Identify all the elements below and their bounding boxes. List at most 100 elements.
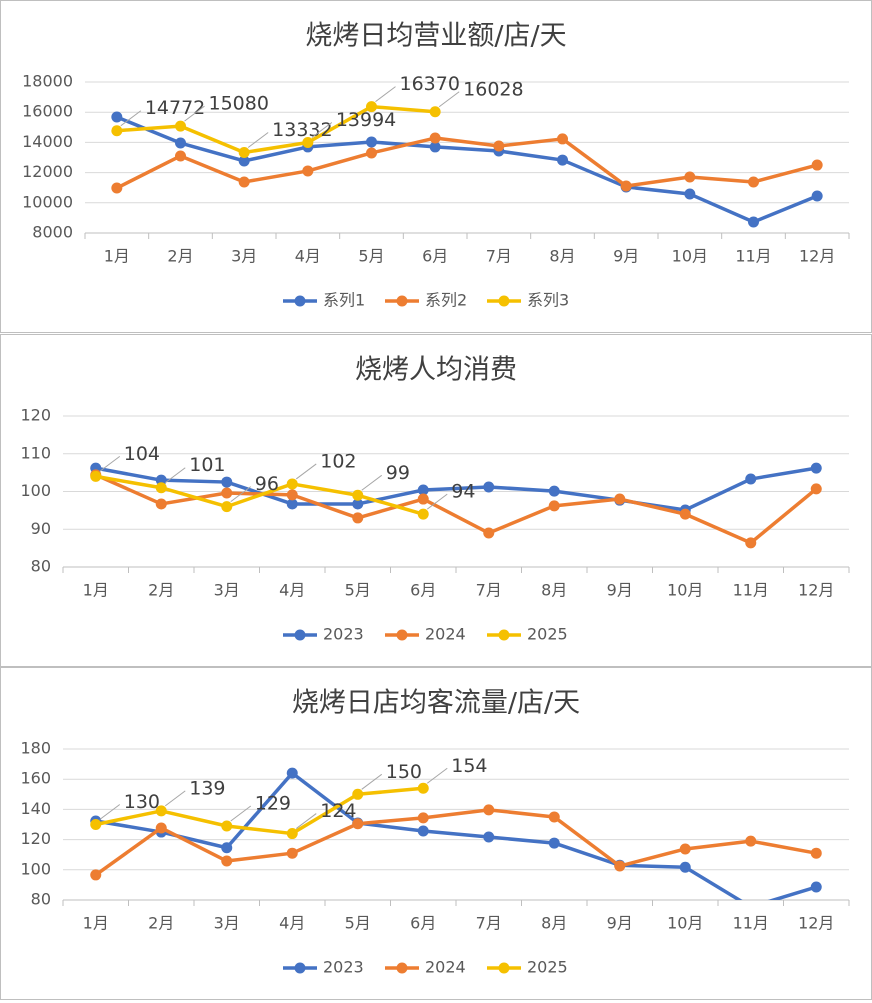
label-leader <box>361 773 383 790</box>
chart-panel: 烧烤日店均客流量/店/天 80 100 120 140 160 180 1月 2月 3月 4月 5月 6… <box>0 667 872 1000</box>
label-leader <box>164 467 186 484</box>
x-tick-label: 1月 <box>83 581 109 600</box>
series-point <box>221 855 233 867</box>
x-tick-label: 10月 <box>667 581 703 600</box>
x-tick-label: 1月 <box>83 914 109 933</box>
series-point <box>155 482 167 494</box>
y-tick-label: 80 <box>31 890 51 909</box>
data-label: 96 <box>255 473 279 495</box>
chart-title: 烧烤日店均客流量/店/天 <box>292 688 580 719</box>
series-line <box>116 115 818 224</box>
x-tick-label: 9月 <box>613 247 639 266</box>
legend-marker <box>498 629 510 641</box>
x-tick-label: 11月 <box>735 247 771 266</box>
legend-label: 2024 <box>425 958 466 977</box>
series-point <box>90 470 102 482</box>
series-point <box>221 842 233 854</box>
y-tick-label: 100 <box>20 859 51 878</box>
series-point <box>429 106 441 118</box>
x-tick-label: 4月 <box>279 581 305 600</box>
x-tick-label: 11月 <box>733 914 769 933</box>
series-point <box>175 120 186 132</box>
series-line <box>95 786 424 836</box>
series-point <box>90 869 102 881</box>
x-tick-label: 5月 <box>345 581 371 600</box>
series-point <box>111 111 123 123</box>
series-point <box>493 140 505 152</box>
series-line <box>95 473 818 545</box>
chart-title: 烧烤日均营业额/店/天 <box>305 21 566 52</box>
label-leader <box>247 132 269 148</box>
series-point <box>286 847 298 859</box>
series-point <box>429 141 441 153</box>
series-point <box>417 782 429 794</box>
x-tick-label: 5月 <box>358 247 384 266</box>
series-point <box>679 508 691 520</box>
label-leader <box>120 110 142 127</box>
y-tick-label: 80 <box>31 557 51 576</box>
series-point <box>221 820 233 832</box>
series-point <box>811 159 823 171</box>
series-point <box>745 835 757 847</box>
series-point <box>286 478 298 490</box>
series-point <box>679 843 691 855</box>
x-tick-label: 9月 <box>607 581 633 600</box>
label-leader <box>184 105 205 122</box>
y-tick-label: 100 <box>20 481 51 500</box>
series-point <box>175 150 186 162</box>
series-point <box>155 805 167 817</box>
series-point <box>155 822 167 834</box>
legend-label: 系列1 <box>323 291 365 310</box>
x-tick-label: 6月 <box>410 914 436 933</box>
series-point <box>286 767 298 779</box>
data-label: 14772 <box>145 97 205 119</box>
series-point <box>352 489 364 501</box>
data-label: 130 <box>124 791 160 813</box>
series-point <box>810 462 822 474</box>
series-point <box>614 860 626 872</box>
series-point <box>483 831 495 843</box>
series-point <box>684 171 696 183</box>
legend-marker <box>498 962 510 974</box>
y-tick-label: 180 <box>20 739 51 758</box>
series-point <box>238 146 250 158</box>
chart: 烧烤日店均客流量/店/天 80 100 120 140 160 180 1月 2月 3月 4月 5月 6… <box>20 688 850 977</box>
series-point <box>745 473 757 485</box>
series-point <box>366 136 377 148</box>
legend-marker <box>294 629 306 641</box>
x-tick-label: 6月 <box>422 247 448 266</box>
x-tick-label: 11月 <box>733 581 769 600</box>
y-tick-label: 18000 <box>22 72 73 91</box>
data-label: 16028 <box>463 78 523 100</box>
series-point <box>810 483 822 495</box>
y-tick-label: 10000 <box>22 192 73 211</box>
label-leader <box>426 767 448 784</box>
series-point <box>352 512 364 524</box>
series-line <box>94 808 817 877</box>
x-tick-label: 9月 <box>607 914 633 933</box>
label-leader <box>311 122 333 138</box>
series-point <box>557 154 568 166</box>
series-point <box>417 484 429 496</box>
series-point <box>238 176 250 188</box>
series-point <box>366 101 377 113</box>
x-tick-label: 2月 <box>148 914 174 933</box>
x-tick-label: 8月 <box>549 247 575 266</box>
series-point <box>286 498 298 510</box>
series-point <box>483 804 495 816</box>
series-point <box>548 837 560 849</box>
series-point <box>417 508 429 520</box>
y-tick-label: 160 <box>20 769 51 788</box>
series-point <box>684 188 696 200</box>
series-point <box>90 819 102 830</box>
series-point <box>483 527 495 539</box>
y-tick-label: 12000 <box>22 162 73 181</box>
data-label: 129 <box>255 793 291 815</box>
chart-title: 烧烤人均消费 <box>355 355 517 386</box>
chart-panel: 烧烤人均消费 80 90 100 110 120 1月 2月 3月 4月 5月 6月 7月 8月 9月 10月… <box>0 334 872 667</box>
x-tick-label: 6月 <box>410 581 436 600</box>
label-leader <box>361 474 383 491</box>
series-point <box>111 182 123 194</box>
series-point <box>614 493 626 505</box>
series-point <box>810 881 822 893</box>
